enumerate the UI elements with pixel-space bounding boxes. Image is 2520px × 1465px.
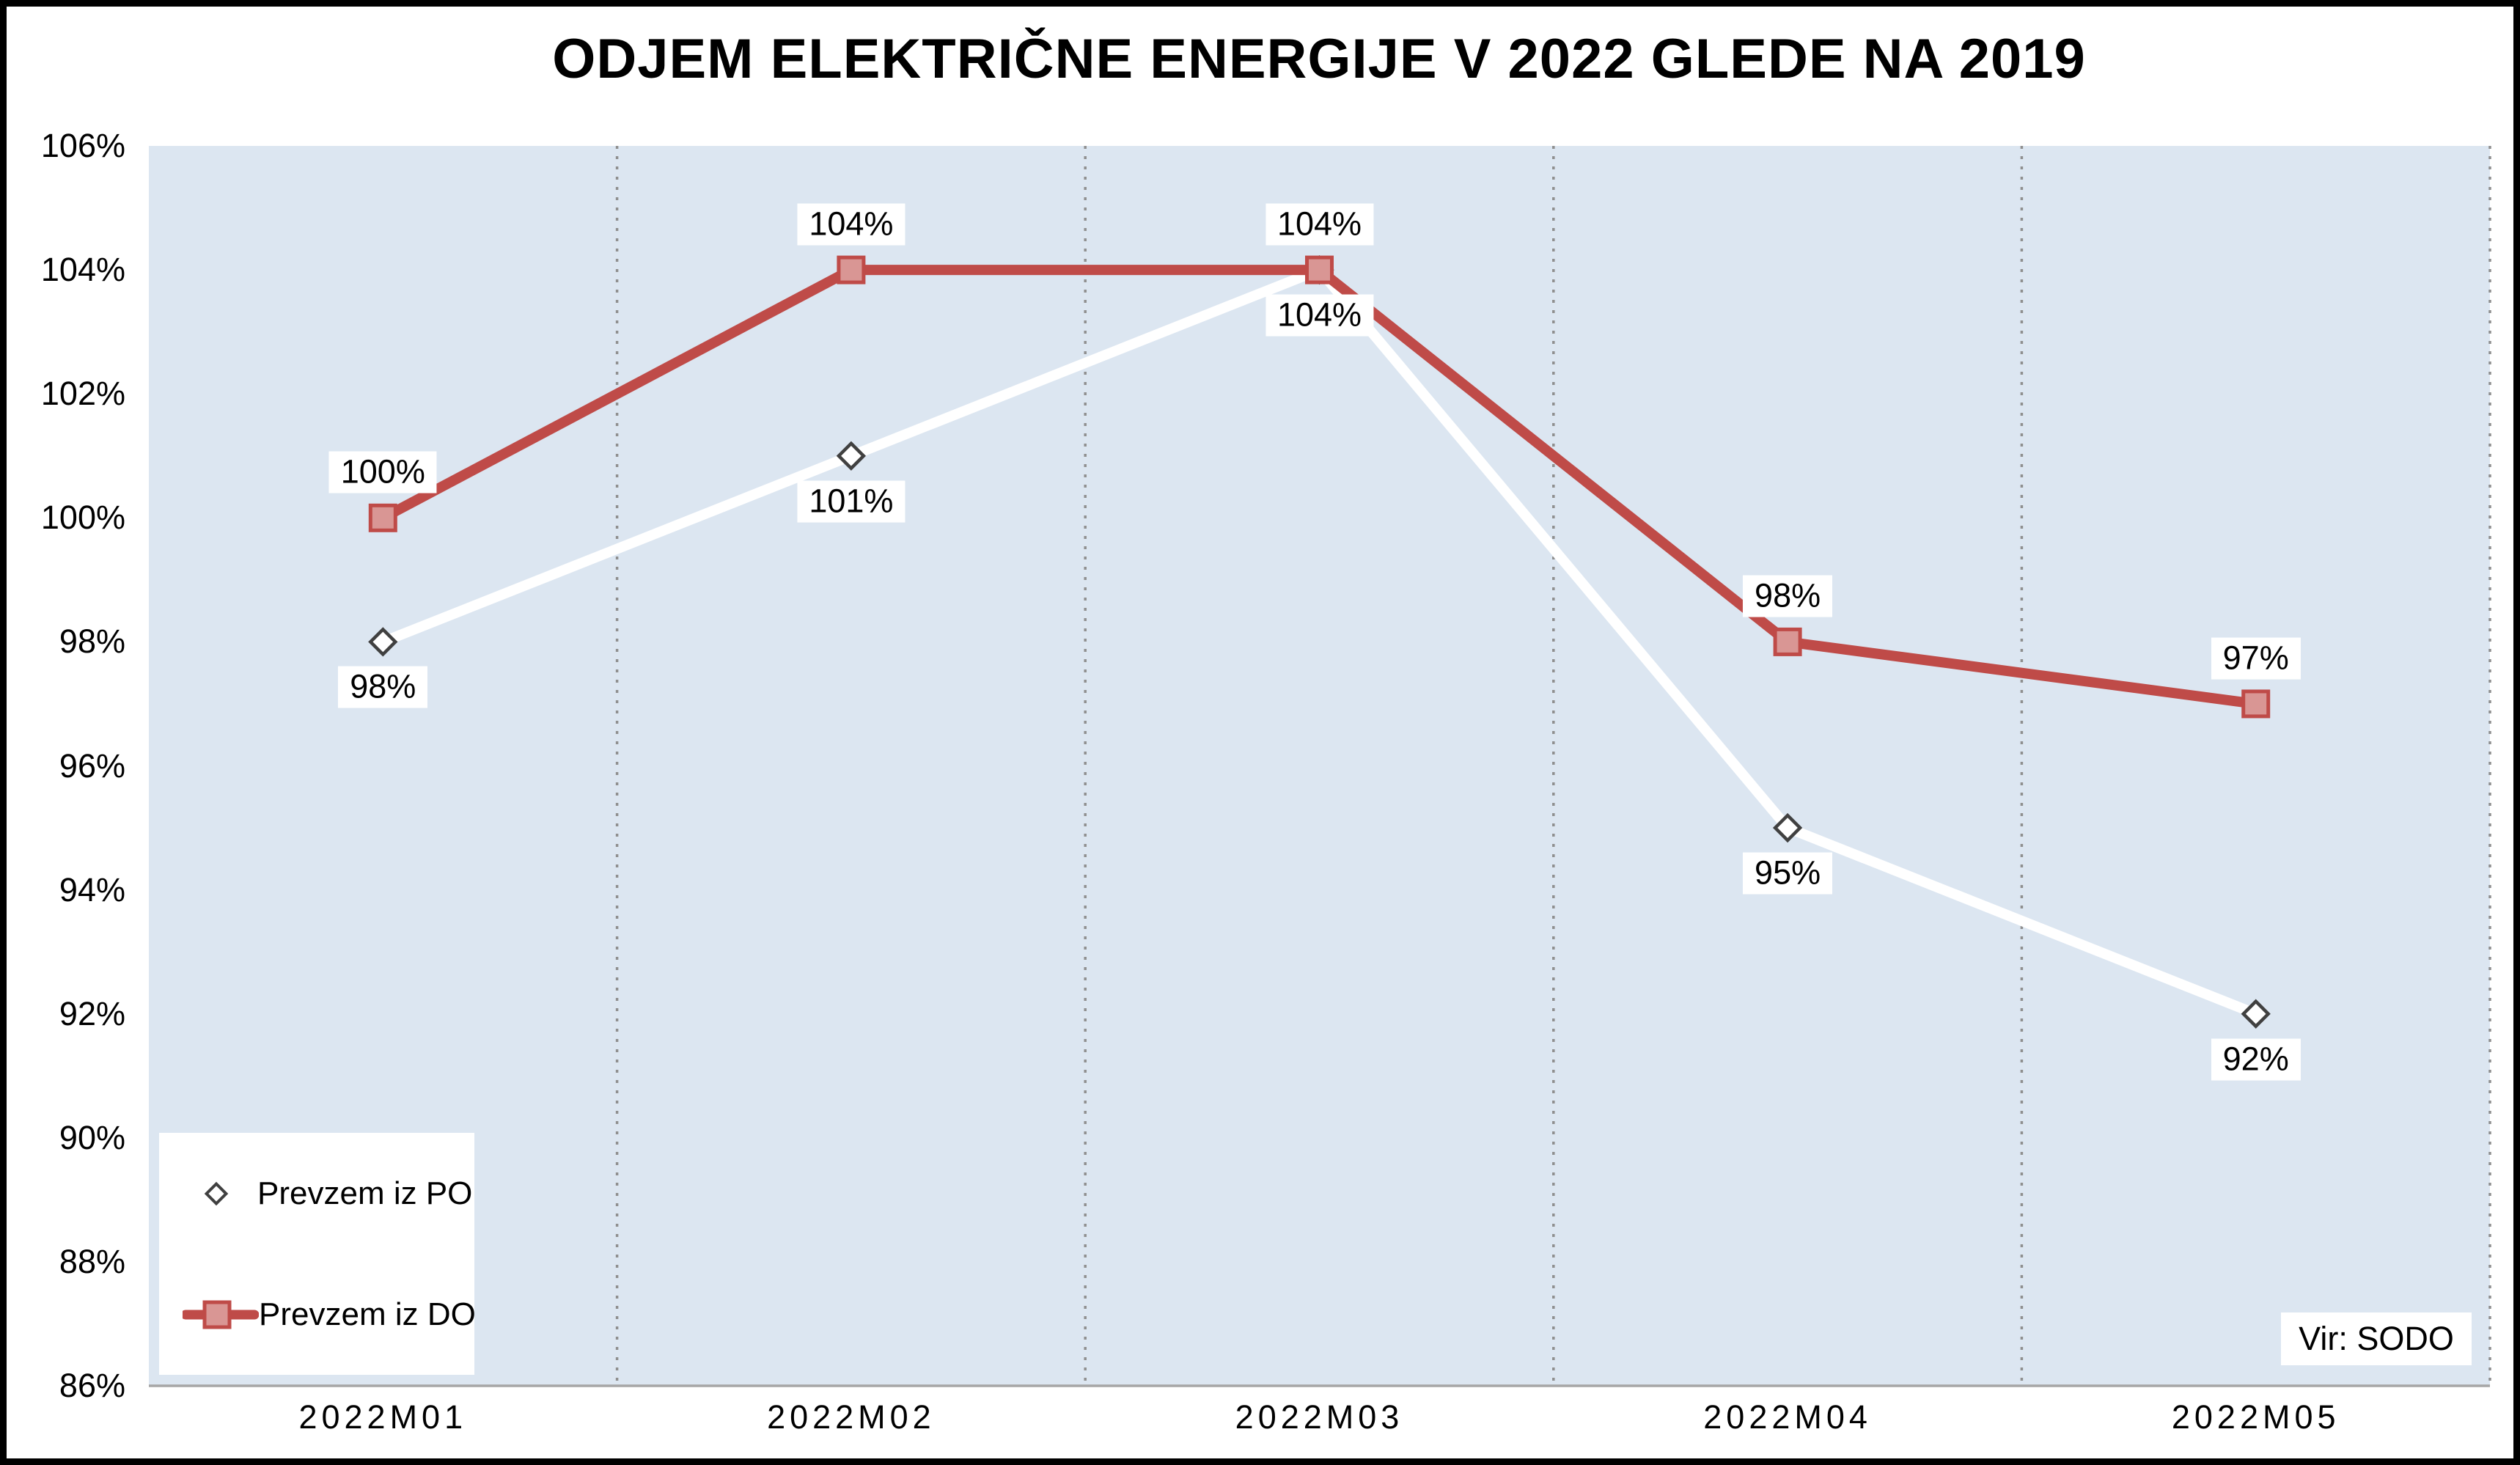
marker-diamond-po xyxy=(836,441,867,471)
legend-label-po: Prevzem iz PO xyxy=(257,1175,473,1211)
legend: Prevzem iz PO Prevzem iz DO xyxy=(159,1133,476,1375)
marker-diamond-po xyxy=(1772,812,1803,843)
marker-square-do xyxy=(1773,627,1802,656)
chart-plot xyxy=(149,146,2491,1387)
marker-square-do xyxy=(837,255,866,284)
marker-diamond-po xyxy=(368,627,398,657)
legend-label-do: Prevzem iz DO xyxy=(259,1296,476,1332)
legend-item-prevzem-iz-do: Prevzem iz DO xyxy=(159,1254,476,1375)
legend-item-prevzem-iz-po: Prevzem iz PO xyxy=(159,1133,474,1254)
source-note: Vir: SODO xyxy=(2281,1312,2472,1365)
diamond-marker-icon xyxy=(204,1181,229,1205)
marker-square-do xyxy=(368,503,397,532)
marker-square-do xyxy=(2241,689,2271,719)
square-line-marker-icon xyxy=(183,1300,259,1329)
series-do xyxy=(368,255,2271,719)
plot-background xyxy=(149,146,2490,1386)
chart-title: ODJEM ELEKTRIČNE ENERGIJE V 2022 GLEDE N… xyxy=(552,28,2086,90)
marker-diamond-po xyxy=(2241,999,2271,1029)
marker-square-do xyxy=(1305,255,1334,284)
